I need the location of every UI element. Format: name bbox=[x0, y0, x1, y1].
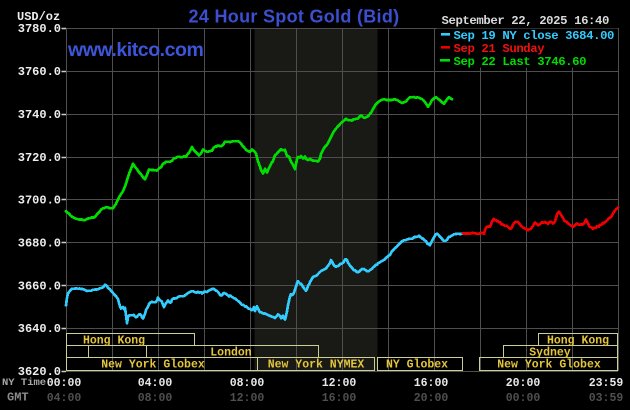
svg-text:00:00: 00:00 bbox=[506, 392, 541, 405]
svg-text:16:00: 16:00 bbox=[414, 377, 449, 390]
svg-text:3680.0: 3680.0 bbox=[18, 237, 61, 251]
svg-text:04:00: 04:00 bbox=[47, 392, 82, 405]
svg-text:Sep 21 Sunday: Sep 21 Sunday bbox=[454, 42, 546, 56]
svg-text:Hong Kong: Hong Kong bbox=[547, 335, 609, 348]
svg-text:00:00: 00:00 bbox=[47, 377, 82, 390]
svg-text:September 22, 2025 16:40: September 22, 2025 16:40 bbox=[441, 14, 609, 28]
svg-text:3780.0: 3780.0 bbox=[18, 22, 61, 36]
svg-text:GMT: GMT bbox=[7, 391, 29, 405]
svg-text:12:00: 12:00 bbox=[322, 377, 357, 390]
svg-text:03:59: 03:59 bbox=[589, 392, 624, 405]
svg-text:New York NYMEX: New York NYMEX bbox=[268, 359, 365, 372]
svg-text:Sep 19 NY close 3684.00: Sep 19 NY close 3684.00 bbox=[454, 29, 615, 43]
svg-text:3740.0: 3740.0 bbox=[18, 108, 61, 122]
svg-text:New York Globex: New York Globex bbox=[497, 359, 601, 372]
svg-text:24 Hour Spot Gold (Bid): 24 Hour Spot Gold (Bid) bbox=[189, 7, 400, 27]
svg-text:London: London bbox=[210, 347, 252, 360]
svg-text:Sep 22 Last 3746.60: Sep 22 Last 3746.60 bbox=[454, 55, 587, 69]
svg-text:New York Globex: New York Globex bbox=[101, 359, 205, 372]
svg-text:Hong Kong: Hong Kong bbox=[83, 335, 145, 348]
svg-text:3620.0: 3620.0 bbox=[18, 365, 61, 379]
svg-text:3660.0: 3660.0 bbox=[18, 279, 61, 293]
svg-text:12:00: 12:00 bbox=[230, 392, 265, 405]
svg-text:NY Globex: NY Globex bbox=[386, 359, 448, 372]
svg-text:08:00: 08:00 bbox=[138, 392, 173, 405]
svg-text:3720.0: 3720.0 bbox=[18, 151, 61, 165]
svg-text:20:00: 20:00 bbox=[414, 392, 449, 405]
svg-text:www.kitco.com: www.kitco.com bbox=[67, 39, 203, 61]
svg-text:16:00: 16:00 bbox=[322, 392, 357, 405]
svg-text:08:00: 08:00 bbox=[230, 377, 265, 390]
svg-text:3760.0: 3760.0 bbox=[18, 65, 61, 79]
svg-text:04:00: 04:00 bbox=[138, 377, 173, 390]
svg-text:3640.0: 3640.0 bbox=[18, 322, 61, 336]
svg-text:23:59: 23:59 bbox=[589, 377, 624, 390]
svg-text:20:00: 20:00 bbox=[506, 377, 541, 390]
svg-text:Sydney: Sydney bbox=[529, 347, 571, 360]
svg-text:3700.0: 3700.0 bbox=[18, 194, 61, 208]
svg-text:USD/oz: USD/oz bbox=[17, 10, 60, 24]
svg-text:NY Time: NY Time bbox=[2, 377, 46, 389]
